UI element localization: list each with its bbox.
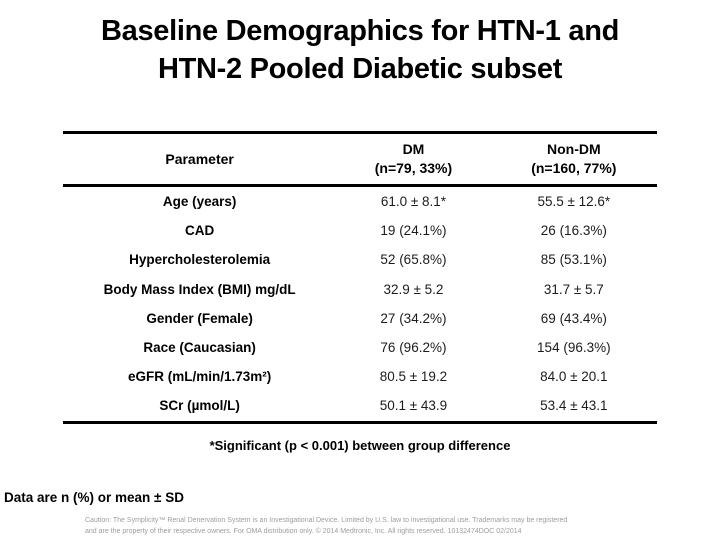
nondm-value: 85 (53.1%) bbox=[540, 252, 607, 268]
table-row: SCr (µmol/L) 50.1 ± 43.9 53.4 ± 43.1 bbox=[63, 391, 657, 420]
table-row: CAD 19 (24.1%) 26 (16.3%) bbox=[63, 216, 657, 245]
column-header-dm-line2: (n=79, 33%) bbox=[374, 160, 453, 176]
table-header-row: Parameter DM (n=79, 33%) Non-DM (n=160, … bbox=[63, 134, 657, 187]
column-header-nondm: Non-DM (n=160, 77%) bbox=[491, 140, 657, 178]
row-label: Age (years) bbox=[162, 194, 237, 210]
table-row: Gender (Female) 27 (34.2%) 69 (43.4%) bbox=[63, 304, 657, 333]
dm-value: 27 (34.2%) bbox=[380, 310, 447, 326]
dm-value: 76 (96.2%) bbox=[380, 340, 447, 356]
column-header-dm: DM (n=79, 33%) bbox=[336, 140, 490, 178]
slide-title-line2: HTN-2 Pooled Diabetic subset bbox=[157, 53, 563, 85]
nondm-value: 69 (43.4%) bbox=[540, 310, 607, 326]
row-label: SCr (µmol/L) bbox=[159, 398, 240, 414]
significance-footnote: *Significant (p < 0.001) between group d… bbox=[209, 438, 511, 453]
table-row: Hypercholesterolemia 52 (65.8%) 85 (53.1… bbox=[63, 245, 657, 274]
dm-value: 80.5 ± 19.2 bbox=[379, 369, 448, 385]
column-header-parameter: Parameter bbox=[165, 150, 234, 167]
nondm-value: 53.4 ± 43.1 bbox=[540, 398, 608, 414]
column-header-nondm-line1: Non-DM bbox=[547, 141, 601, 157]
nondm-value: 26 (16.3%) bbox=[540, 223, 607, 239]
slide-title: Baseline Demographics for HTN-1 and HTN-… bbox=[0, 12, 720, 88]
nondm-value: 84.0 ± 20.1 bbox=[540, 369, 608, 385]
nondm-value: 55.5 ± 12.6* bbox=[537, 194, 611, 210]
column-header-nondm-line2: (n=160, 77%) bbox=[531, 160, 617, 176]
data-format-note: Data are n (%) or mean ± SD bbox=[4, 490, 184, 505]
row-label: Body Mass Index (BMI) mg/dL bbox=[103, 281, 296, 297]
nondm-value: 31.7 ± 5.7 bbox=[543, 281, 604, 297]
dm-value: 50.1 ± 43.9 bbox=[379, 398, 448, 414]
dm-value: 32.9 ± 5.2 bbox=[383, 281, 444, 297]
legal-caution-line1: Caution: The Symplicity™ Renal Denervati… bbox=[85, 517, 568, 524]
table-row: eGFR (mL/min/1.73m²) 80.5 ± 19.2 84.0 ± … bbox=[63, 362, 657, 391]
legal-caution-text: Caution: The Symplicity™ Renal Denervati… bbox=[85, 516, 715, 537]
table-row: Age (years) 61.0 ± 8.1* 55.5 ± 12.6* bbox=[63, 187, 657, 216]
nondm-value: 154 (96.3%) bbox=[537, 340, 611, 356]
row-label: eGFR (mL/min/1.73m²) bbox=[127, 369, 272, 385]
column-header-dm-line1: DM bbox=[402, 141, 425, 157]
table-row: Body Mass Index (BMI) mg/dL 32.9 ± 5.2 3… bbox=[63, 275, 657, 304]
legal-caution-line2: and are the property of their respective… bbox=[85, 527, 522, 535]
table-row: Race (Caucasian) 76 (96.2%) 154 (96.3%) bbox=[63, 333, 657, 362]
dm-value: 61.0 ± 8.1* bbox=[380, 194, 447, 210]
row-label: Race (Caucasian) bbox=[143, 340, 256, 356]
slide-title-line1: Baseline Demographics for HTN-1 and bbox=[100, 15, 620, 47]
demographics-table: Parameter DM (n=79, 33%) Non-DM (n=160, … bbox=[63, 131, 657, 424]
dm-value: 52 (65.8%) bbox=[380, 252, 447, 268]
dm-value: 19 (24.1%) bbox=[380, 223, 447, 239]
row-label: Hypercholesterolemia bbox=[129, 252, 271, 268]
row-label: Gender (Female) bbox=[146, 310, 253, 326]
row-label: CAD bbox=[184, 223, 215, 239]
